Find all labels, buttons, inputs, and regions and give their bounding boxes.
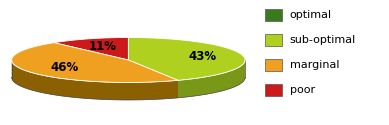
Polygon shape — [178, 60, 245, 98]
Text: 46%: 46% — [50, 61, 79, 74]
Text: optimal: optimal — [290, 10, 332, 20]
Polygon shape — [12, 43, 178, 82]
Text: marginal: marginal — [290, 60, 339, 70]
Text: sub-optimal: sub-optimal — [290, 35, 356, 45]
FancyBboxPatch shape — [265, 9, 282, 21]
Polygon shape — [128, 60, 178, 98]
Text: poor: poor — [290, 85, 315, 95]
Polygon shape — [12, 60, 178, 100]
Text: 11%: 11% — [89, 40, 117, 53]
FancyBboxPatch shape — [265, 59, 282, 71]
Polygon shape — [54, 38, 128, 60]
Text: 43%: 43% — [188, 50, 216, 63]
Polygon shape — [128, 38, 245, 80]
FancyBboxPatch shape — [265, 84, 282, 96]
FancyBboxPatch shape — [265, 34, 282, 46]
Polygon shape — [128, 60, 178, 98]
